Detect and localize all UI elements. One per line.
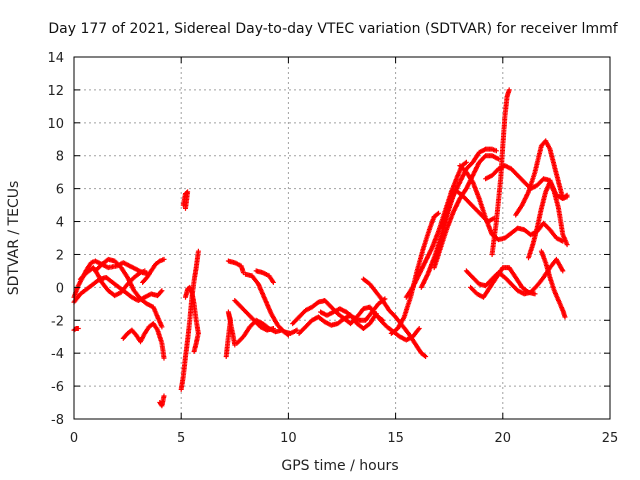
series-arc-h [157, 393, 167, 409]
series-arc-ae [489, 87, 512, 257]
plus-markers [232, 298, 276, 333]
series-arc-a [71, 326, 81, 333]
plus-markers [538, 248, 568, 320]
series-arc-ai [538, 248, 568, 320]
series-arc-c [71, 275, 165, 305]
tick-layer [73, 56, 611, 420]
y-tick-label: 8 [56, 150, 64, 165]
plus-markers [243, 271, 300, 336]
y-tick-label: 14 [47, 51, 64, 66]
plus-markers [180, 189, 191, 211]
y-tick-label: -8 [51, 413, 64, 428]
y-tick-label: -6 [51, 380, 64, 395]
series-arc-i [180, 189, 191, 211]
data-layer [71, 87, 570, 409]
plot-frame [73, 56, 611, 420]
series-arc-f [120, 321, 167, 361]
series-arc-ag [513, 138, 570, 218]
y-tick-label: -2 [51, 314, 64, 329]
plus-markers [157, 393, 167, 409]
x-axis-title: GPS time / hours [281, 458, 398, 474]
plus-markers [183, 284, 201, 354]
plus-markers [253, 268, 276, 285]
y-tick-label: -4 [51, 347, 64, 362]
plus-markers [223, 309, 238, 359]
series-arc-u [360, 276, 429, 359]
x-tick-label: 25 [602, 431, 619, 446]
plus-markers [513, 138, 570, 218]
x-tick-label: 0 [70, 431, 78, 446]
y-tick-label: 12 [47, 84, 64, 99]
series-arc-o [232, 298, 276, 333]
series-arc-l [223, 309, 238, 359]
plus-markers [526, 179, 570, 261]
series-arc-e [92, 256, 165, 330]
plus-markers [318, 296, 388, 323]
y-axis-title: SDTVAR / TECUs [6, 181, 22, 296]
y-tick-label: 2 [56, 248, 64, 263]
y-tick-label: 0 [56, 281, 64, 296]
plus-markers [71, 326, 81, 333]
series-arc-p [243, 271, 300, 336]
plus-markers [360, 276, 429, 359]
chart-title: Day 177 of 2021, Sidereal Day-to-day VTE… [48, 21, 618, 37]
x-tick-label: 5 [177, 431, 185, 446]
label-layer: 0 5 10 15 20 25 -8 -6 -4 -2 0 2 4 6 8 10 12 14 [47, 51, 618, 446]
series-arc-ad [468, 265, 538, 300]
series-arc-ah [526, 179, 570, 261]
plus-markers [140, 256, 167, 285]
plus-markers [120, 321, 167, 361]
series-arc-g [140, 256, 167, 285]
series-arc-q [253, 268, 276, 285]
series-arc-m [225, 258, 246, 276]
x-tick-label: 20 [495, 431, 512, 446]
series-arc-k [183, 284, 201, 354]
x-tick-label: 15 [387, 431, 404, 446]
grid-layer [74, 57, 610, 419]
series-arc-t [318, 296, 388, 323]
plus-markers [468, 265, 538, 300]
plus-markers [92, 256, 165, 330]
plus-markers [225, 258, 246, 276]
plus-markers [71, 275, 165, 305]
y-tick-label: 6 [56, 183, 64, 198]
x-tick-label: 10 [280, 431, 297, 446]
y-tick-label: 4 [56, 216, 64, 231]
plus-markers [489, 87, 512, 257]
y-tick-label: 10 [47, 117, 64, 132]
